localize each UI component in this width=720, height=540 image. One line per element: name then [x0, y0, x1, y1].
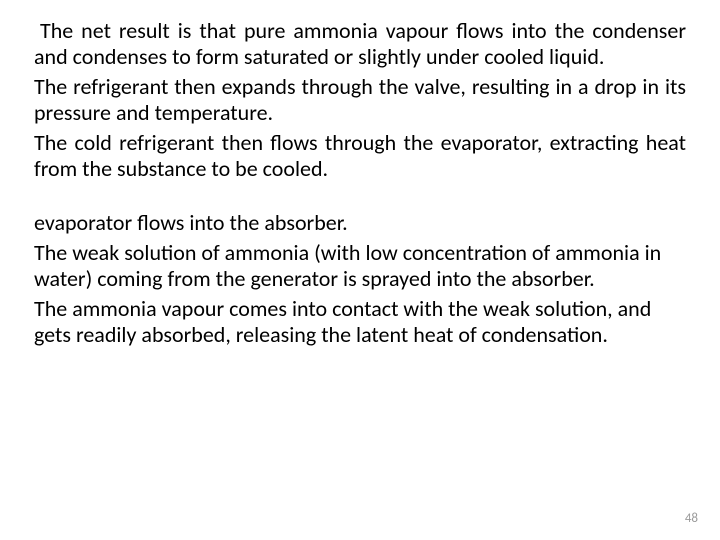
page-number: 48	[685, 511, 698, 526]
paragraph: The ammonia vapour comes into contact wi…	[34, 296, 686, 348]
text-block-2: evaporator flows into the absorber. The …	[34, 210, 686, 348]
paragraph: The cold refrigerant then flows through …	[34, 130, 686, 182]
slide: The net result is that pure ammonia vapo…	[0, 0, 720, 540]
paragraph: evaporator flows into the absorber.	[34, 210, 686, 236]
paragraph: The refrigerant then expands through the…	[34, 74, 686, 126]
text-block-1: The net result is that pure ammonia vapo…	[34, 18, 686, 182]
paragraph: The weak solution of ammonia (with low c…	[34, 240, 686, 292]
paragraph: The net result is that pure ammonia vapo…	[34, 18, 686, 70]
